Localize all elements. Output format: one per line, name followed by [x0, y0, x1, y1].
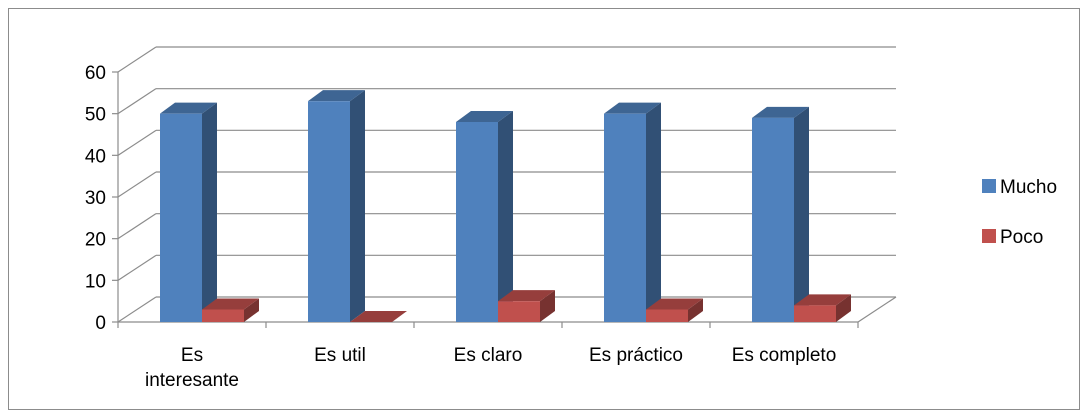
gridline-diagonal [117, 88, 157, 115]
x-tick-label: Es claro [454, 345, 523, 366]
bar-top [350, 311, 407, 322]
bar-front [456, 122, 498, 322]
legend-label: Poco [1000, 227, 1043, 248]
y-tick-label: 40 [85, 146, 106, 167]
y-tick-label: 30 [85, 188, 106, 209]
bar-side [244, 298, 259, 322]
bar-top [794, 294, 851, 306]
bar-top [202, 298, 259, 310]
bar-poco [646, 298, 703, 322]
x-axis-labels: Es interesante Es util Es claro Es práctico E… [117, 322, 859, 391]
y-tick-label: 10 [85, 271, 106, 292]
gridline-diagonal [117, 171, 157, 198]
bar-front [160, 113, 202, 323]
bar-mucho [604, 102, 661, 323]
bar-poco [794, 294, 851, 322]
bar-mucho [456, 111, 513, 322]
y-tick-label: 20 [85, 230, 106, 251]
gridline-diagonal [117, 254, 157, 281]
x-tick-label: Es práctico [589, 345, 683, 366]
bar-top [646, 298, 703, 310]
bars [160, 90, 851, 323]
bar-side [646, 102, 661, 323]
bar-side [688, 298, 703, 322]
bar-mucho [752, 106, 809, 322]
bar-side [350, 90, 365, 323]
legend-label: Mucho [1000, 177, 1057, 198]
x-tick-label: Es completo [732, 345, 837, 366]
bar-poco [350, 311, 407, 322]
bar-side [498, 111, 513, 322]
bar-side [540, 290, 555, 322]
legend-swatch [982, 229, 996, 243]
bar-top [604, 102, 661, 114]
gridline-diagonal [117, 296, 157, 323]
bar-top [498, 290, 555, 302]
bar-top [752, 106, 809, 118]
bar-mucho [160, 102, 217, 323]
bar-front [308, 101, 350, 323]
legend-swatch [982, 179, 996, 193]
gridline-diagonal [117, 213, 157, 240]
bar-top [456, 111, 513, 122]
bar-top [308, 90, 365, 102]
legend: Mucho Poco [982, 177, 1057, 248]
bar-front [202, 309, 244, 322]
bar-front [752, 117, 794, 322]
x-tick-label: Es util [314, 345, 366, 366]
bar-side [836, 294, 851, 322]
bar-front [498, 301, 540, 322]
gridline-diagonal [117, 46, 157, 73]
bar-top [160, 102, 217, 114]
gridline-diagonal [117, 129, 157, 156]
bar-front [646, 309, 688, 322]
bar-poco [202, 298, 259, 322]
y-axis-labels: 0 10 20 30 40 50 60 [85, 63, 118, 334]
y-tick-label: 50 [85, 105, 106, 126]
bar-side [202, 102, 217, 323]
bar-front [604, 113, 646, 323]
x-tick-label: Es interesante [145, 345, 239, 391]
bar-poco [498, 290, 555, 322]
bar-front [794, 305, 836, 322]
y-tick-label: 60 [85, 63, 106, 84]
bar-side [794, 106, 809, 322]
y-tick-label: 0 [95, 313, 106, 334]
bar-mucho [308, 90, 365, 323]
